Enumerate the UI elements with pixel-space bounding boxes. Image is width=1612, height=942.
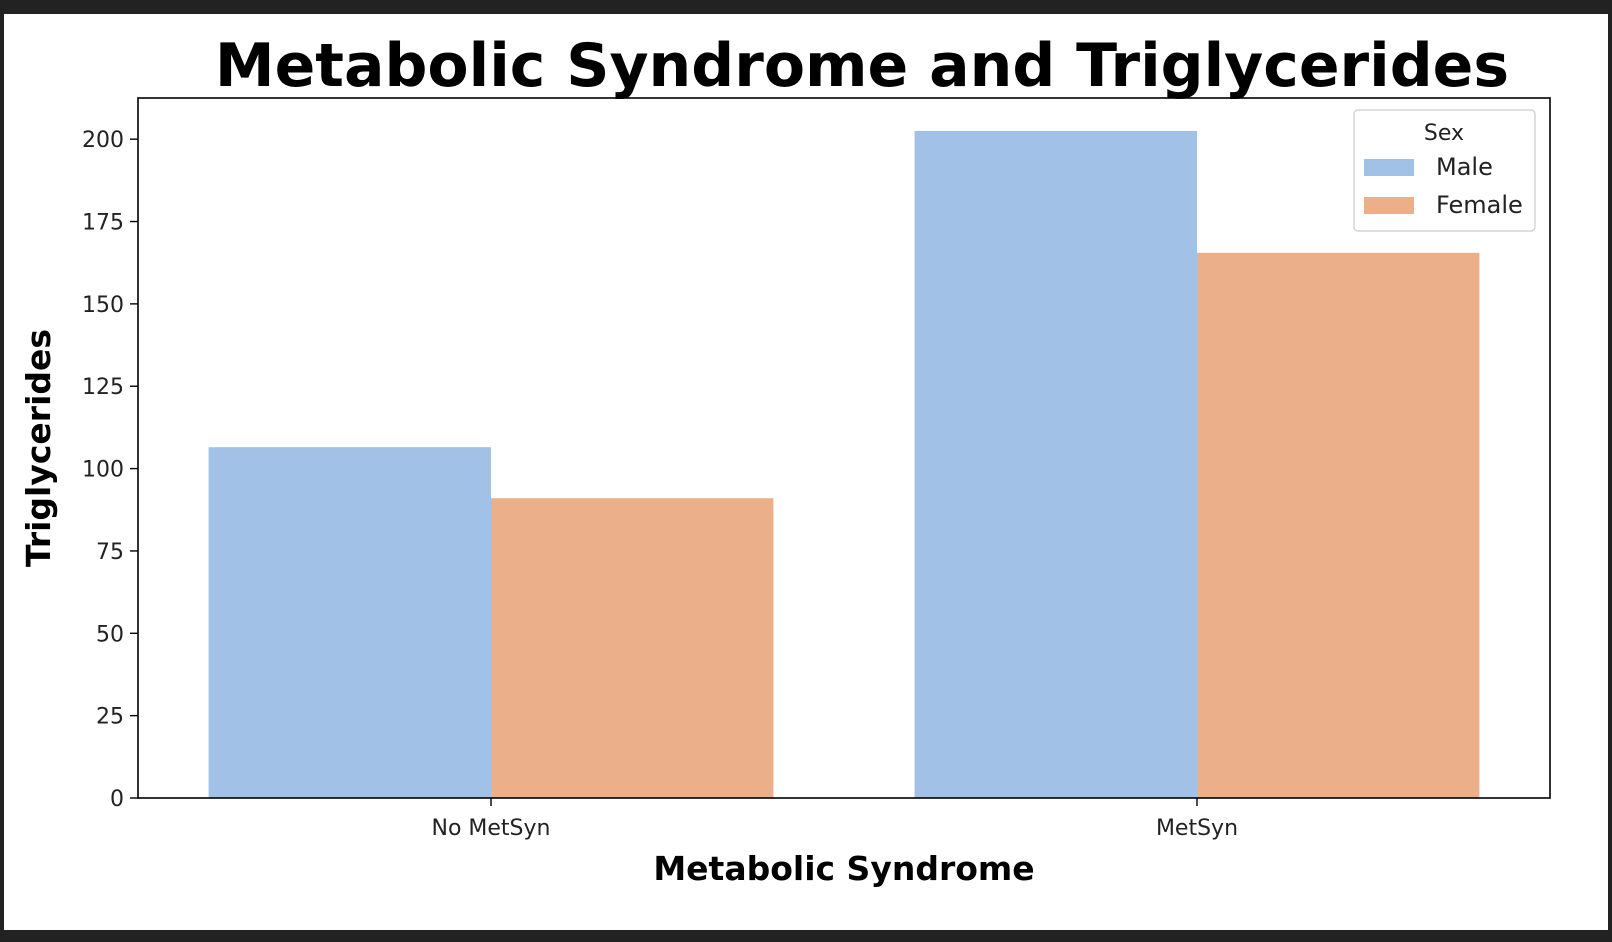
- y-tick-label: 175: [82, 211, 124, 236]
- y-tick-label: 50: [96, 622, 124, 647]
- y-tick-label: 75: [96, 540, 124, 565]
- y-tick-label: 150: [82, 293, 124, 318]
- legend: Sex Male Female: [1353, 109, 1536, 232]
- y-tick-label: 25: [96, 705, 124, 730]
- legend-label-male: Male: [1436, 153, 1493, 181]
- x-tick-label: MetSyn: [1156, 816, 1238, 841]
- y-axis-label: Triglycerides: [19, 329, 58, 567]
- legend-label-female: Female: [1436, 191, 1523, 219]
- chart-title: Metabolic Syndrome and Triglycerides: [215, 31, 1509, 101]
- plot-frame: [137, 97, 1551, 799]
- bar-male-0: [208, 447, 491, 798]
- legend-title: Sex: [1424, 121, 1464, 146]
- y-tick-label: 200: [82, 128, 124, 153]
- legend-swatch-female: [1364, 197, 1414, 214]
- legend-swatch-male: [1364, 159, 1414, 176]
- y-tick-label: 0: [110, 787, 124, 812]
- bar-male-1: [914, 130, 1197, 799]
- bar-female-0: [491, 498, 774, 798]
- y-tick-label: 125: [82, 375, 124, 400]
- bar-chart: Metabolic Syndrome and Triglycerides 0 25…: [19, 31, 1551, 888]
- x-axis: No MetSyn MetSyn: [432, 798, 1238, 841]
- bar-female-1: [1197, 252, 1480, 798]
- chart-figure: Metabolic Syndrome and Triglycerides 0 25…: [4, 14, 1608, 930]
- bars-group: [208, 130, 1480, 799]
- x-axis-label: Metabolic Syndrome: [653, 849, 1034, 888]
- y-tick-label: 100: [82, 458, 124, 483]
- y-axis: 0 25 50 75 100 125 150 175 200: [82, 128, 138, 812]
- legend-items: Male Female: [1364, 153, 1523, 219]
- x-tick-label: No MetSyn: [432, 816, 551, 841]
